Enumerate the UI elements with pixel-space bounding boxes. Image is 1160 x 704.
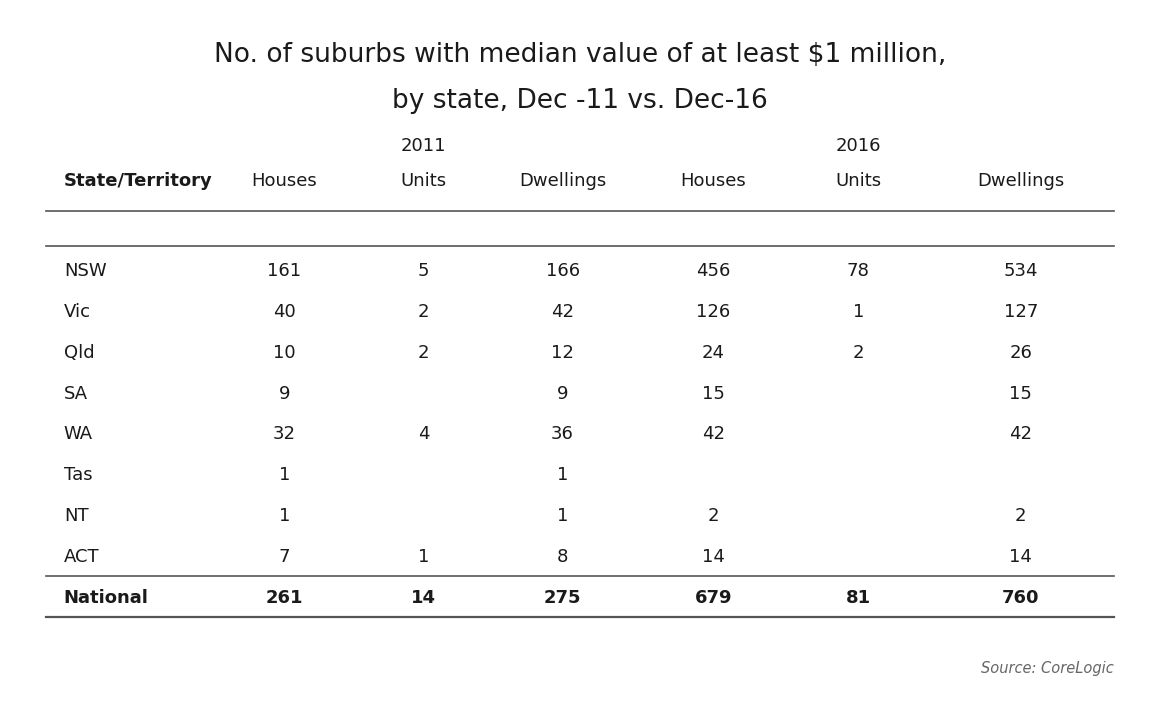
Text: 15: 15	[702, 384, 725, 403]
Text: 2: 2	[418, 303, 429, 321]
Text: WA: WA	[64, 425, 93, 444]
Text: 4: 4	[418, 425, 429, 444]
Text: 26: 26	[1009, 344, 1032, 362]
Text: 1: 1	[278, 466, 290, 484]
Text: Qld: Qld	[64, 344, 94, 362]
Text: Dwellings: Dwellings	[977, 172, 1065, 190]
Text: 2011: 2011	[400, 137, 447, 155]
Text: Houses: Houses	[252, 172, 317, 190]
Text: 8: 8	[557, 548, 568, 566]
Text: 9: 9	[557, 384, 568, 403]
Text: 12: 12	[551, 344, 574, 362]
Text: Houses: Houses	[681, 172, 746, 190]
Text: 81: 81	[846, 589, 871, 607]
Text: 760: 760	[1002, 589, 1039, 607]
Text: 261: 261	[266, 589, 303, 607]
Text: 2: 2	[708, 507, 719, 525]
Text: 1: 1	[278, 507, 290, 525]
Text: National: National	[64, 589, 148, 607]
Text: 32: 32	[273, 425, 296, 444]
Text: Units: Units	[835, 172, 882, 190]
Text: SA: SA	[64, 384, 88, 403]
Text: 166: 166	[545, 262, 580, 280]
Text: Vic: Vic	[64, 303, 90, 321]
Text: 14: 14	[702, 548, 725, 566]
Text: No. of suburbs with median value of at least $1 million,: No. of suburbs with median value of at l…	[213, 42, 947, 68]
Text: 161: 161	[267, 262, 302, 280]
Text: 7: 7	[278, 548, 290, 566]
Text: Tas: Tas	[64, 466, 93, 484]
Text: 679: 679	[695, 589, 732, 607]
Text: 2: 2	[418, 344, 429, 362]
Text: Units: Units	[400, 172, 447, 190]
Text: 127: 127	[1003, 303, 1038, 321]
Text: 14: 14	[1009, 548, 1032, 566]
Text: Source: CoreLogic: Source: CoreLogic	[981, 661, 1114, 676]
Text: NSW: NSW	[64, 262, 107, 280]
Text: 1: 1	[418, 548, 429, 566]
Text: 15: 15	[1009, 384, 1032, 403]
Text: 534: 534	[1003, 262, 1038, 280]
Text: 36: 36	[551, 425, 574, 444]
Text: 10: 10	[273, 344, 296, 362]
Text: 275: 275	[544, 589, 581, 607]
Text: NT: NT	[64, 507, 88, 525]
Text: 2: 2	[1015, 507, 1027, 525]
Text: 9: 9	[278, 384, 290, 403]
Text: 40: 40	[273, 303, 296, 321]
Text: 78: 78	[847, 262, 870, 280]
Text: 42: 42	[1009, 425, 1032, 444]
Text: 5: 5	[418, 262, 429, 280]
Text: by state, Dec -11 vs. Dec-16: by state, Dec -11 vs. Dec-16	[392, 88, 768, 114]
Text: 24: 24	[702, 344, 725, 362]
Text: 14: 14	[411, 589, 436, 607]
Text: Dwellings: Dwellings	[519, 172, 607, 190]
Text: 1: 1	[557, 466, 568, 484]
Text: 456: 456	[696, 262, 731, 280]
Text: 42: 42	[702, 425, 725, 444]
Text: State/Territory: State/Territory	[64, 172, 212, 190]
Text: 126: 126	[696, 303, 731, 321]
Text: 2: 2	[853, 344, 864, 362]
Text: 42: 42	[551, 303, 574, 321]
Text: 1: 1	[853, 303, 864, 321]
Text: ACT: ACT	[64, 548, 100, 566]
Text: 1: 1	[557, 507, 568, 525]
Text: 2016: 2016	[835, 137, 882, 155]
